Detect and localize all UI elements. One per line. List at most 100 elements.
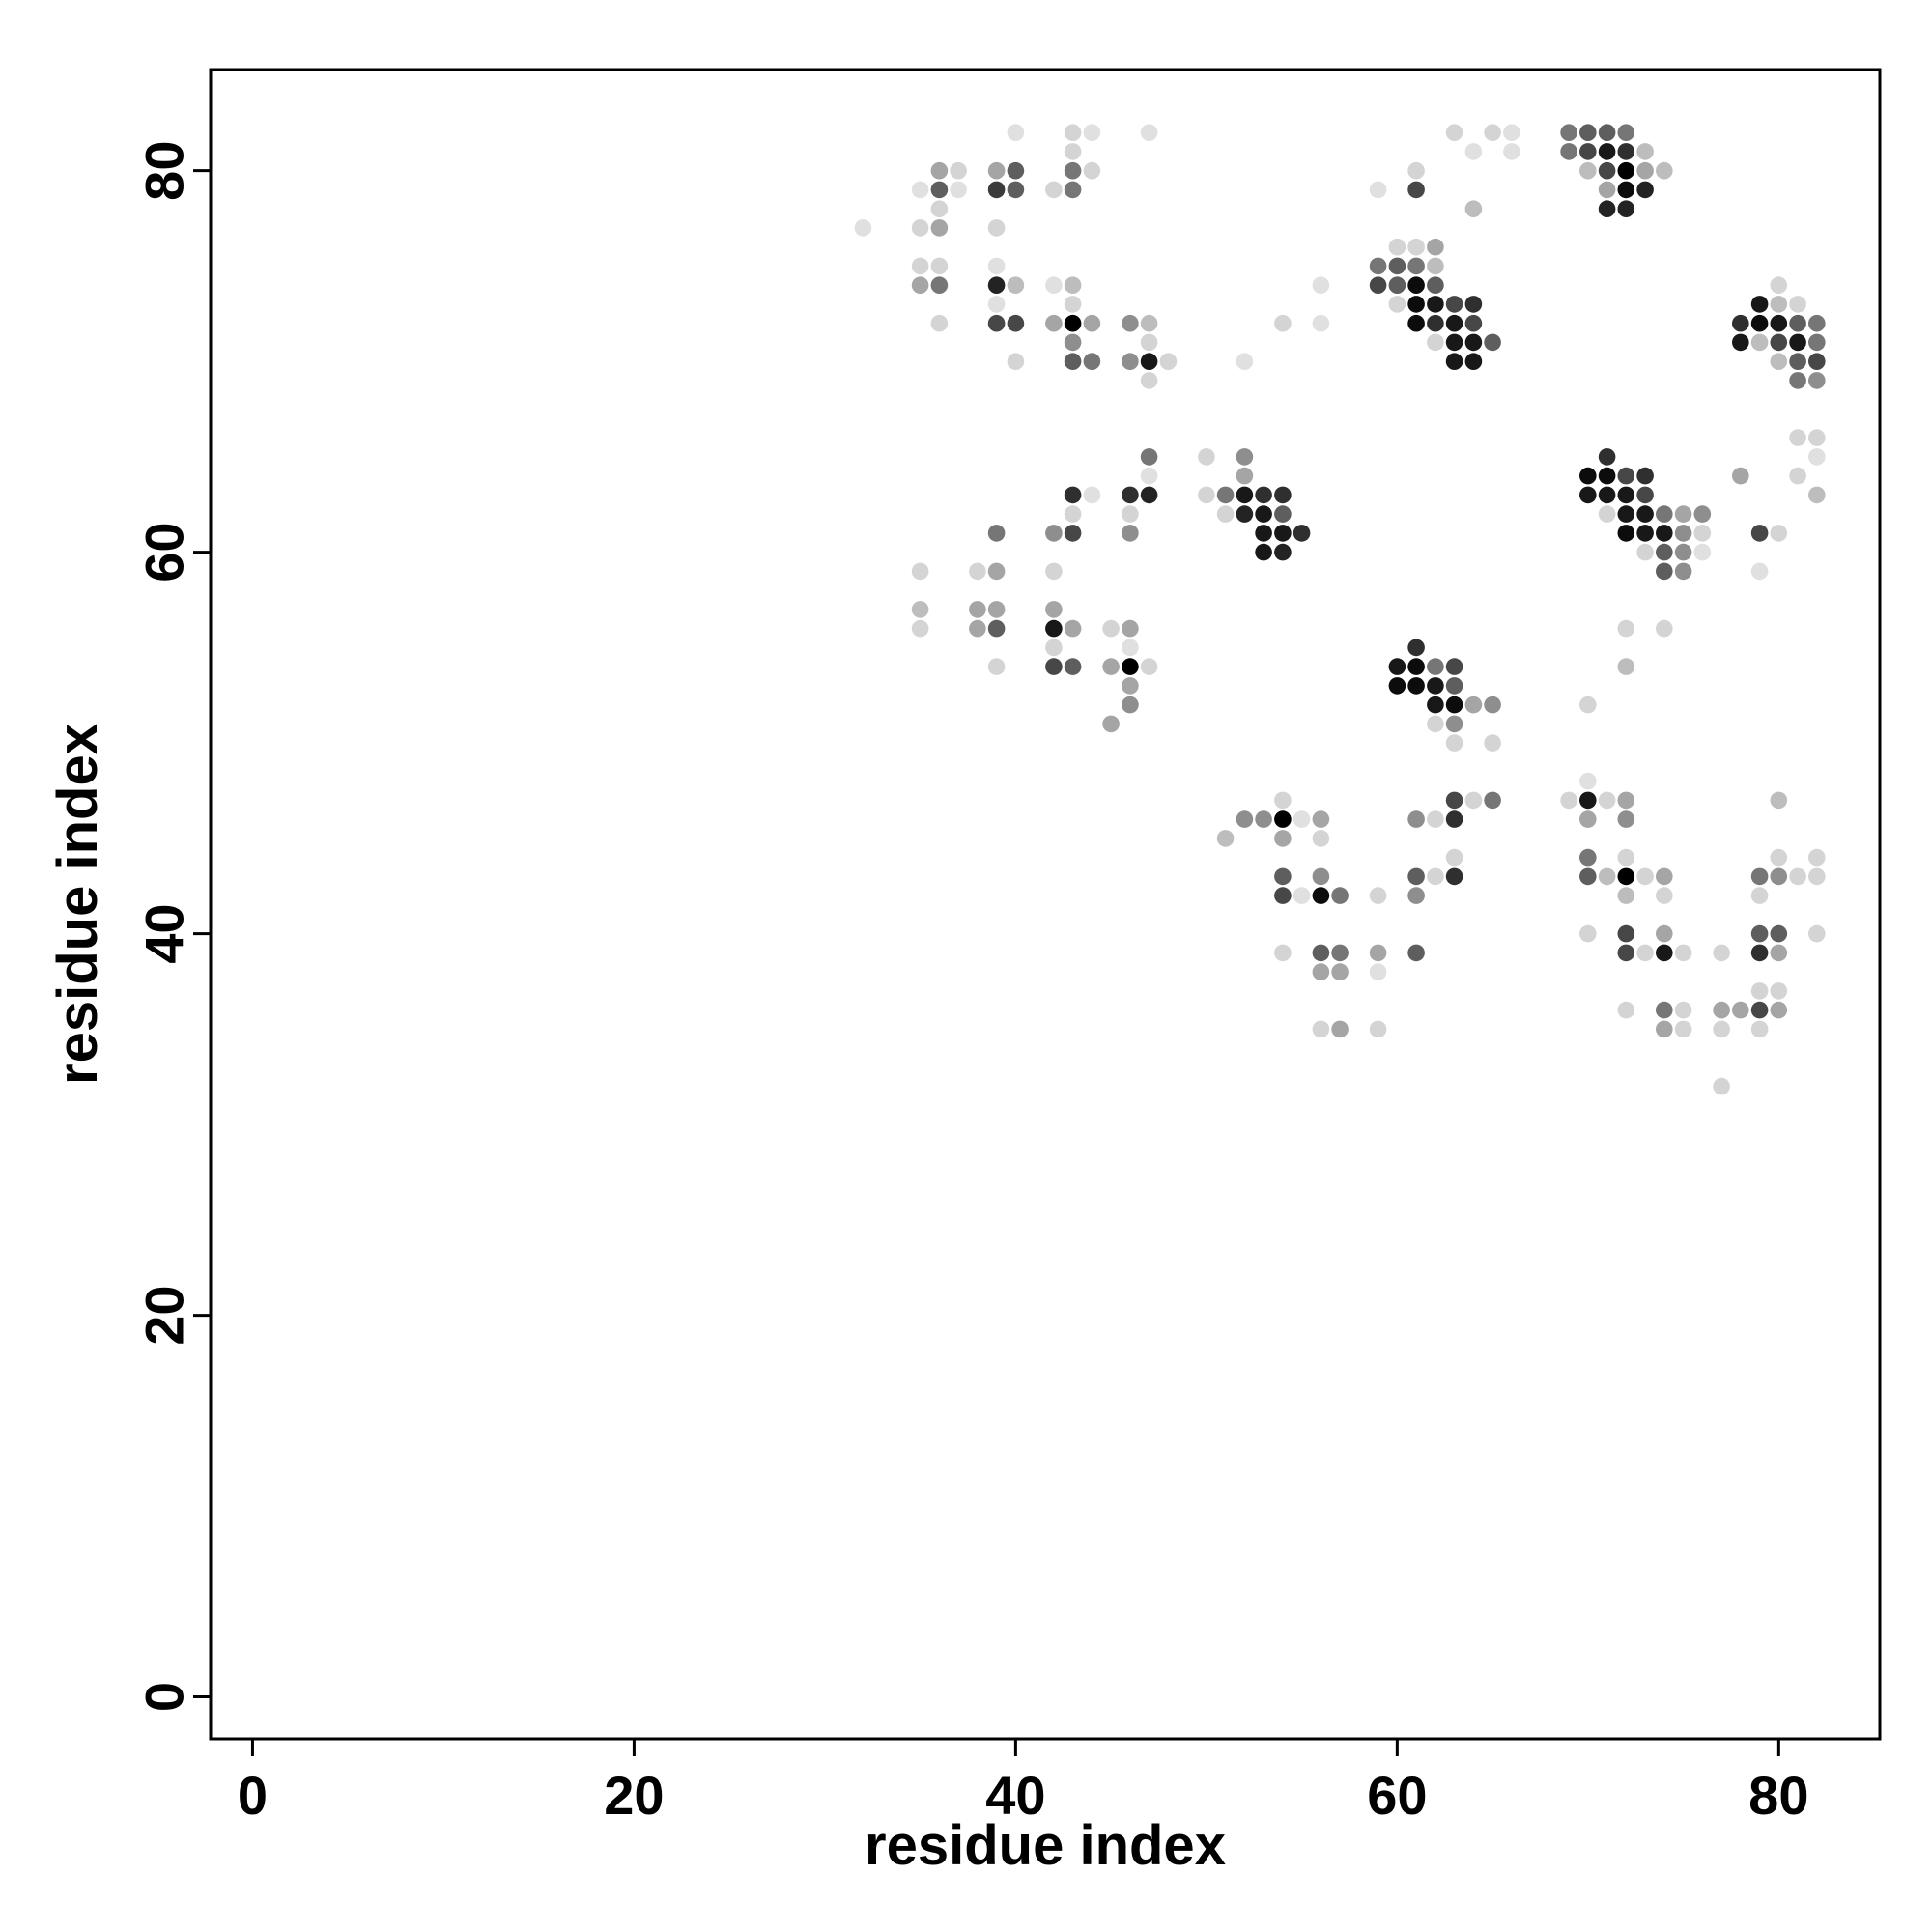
contact-point [1732,333,1749,352]
contact-point [1274,944,1292,962]
contact-point [987,658,1006,675]
contact-point [987,219,1006,237]
contact-point [1445,296,1463,313]
contact-point [1045,562,1063,581]
contact-point [1579,161,1597,180]
contact-point [1579,124,1597,141]
contact-point [1331,963,1349,980]
contact-point [1598,505,1616,523]
contact-point [1808,848,1826,867]
contact-point [1770,314,1788,332]
contact-point [1770,353,1788,371]
contact-point [1770,848,1788,867]
contact-point [1236,486,1254,504]
contact-point [1656,543,1673,561]
contact-point [1007,314,1025,332]
contact-point [911,601,929,618]
contact-point [1503,143,1520,160]
contact-point [1445,353,1463,371]
contact-point [1750,944,1769,962]
contact-point [930,257,949,275]
contact-point [1274,867,1292,886]
y-axis-label: residue index [46,724,109,1085]
contact-point [1464,333,1483,352]
contact-point [1122,696,1139,714]
contact-point [1045,619,1063,638]
contact-point [1369,257,1387,275]
contact-point [1407,887,1425,904]
contact-point [1236,353,1254,371]
contact-point [1083,161,1101,180]
contact-point [1331,887,1349,904]
x-tick-label: 80 [1748,1765,1808,1826]
contact-point [1255,505,1272,523]
contact-point [1579,867,1597,886]
contact-point [987,296,1006,313]
contact-point [1464,314,1483,332]
contact-point [1274,543,1292,561]
contact-point [911,619,929,638]
contact-point [1140,372,1158,389]
contact-point [1102,619,1120,638]
contact-point [911,181,929,199]
contact-point [1770,525,1788,542]
contact-point [1713,1020,1730,1038]
contact-point [1388,257,1406,275]
contact-point [1713,944,1730,962]
contact-point [1445,715,1463,733]
contact-point [1674,944,1692,962]
contact-point [1808,333,1826,352]
contact-point [1636,143,1654,160]
contact-point [1369,181,1387,199]
contact-point [1427,658,1444,675]
contact-point [1617,924,1635,943]
contact-point [1274,505,1292,523]
data-points [854,124,1826,1095]
contact-point [1808,314,1826,332]
contact-point [1122,353,1139,371]
contact-point [1045,639,1063,657]
contact-point [1064,333,1082,352]
contact-point [930,200,949,217]
contact-point [1750,924,1769,943]
contact-point [987,601,1006,618]
contact-point [1388,296,1406,313]
contact-point [1064,353,1082,371]
contact-point [911,562,929,581]
y-tick-label: 80 [134,141,195,201]
contact-point [1427,810,1444,828]
contact-point [1693,505,1712,523]
contact-point [1140,124,1158,141]
contact-point [1216,505,1235,523]
contact-point [1579,143,1597,160]
contact-point [1445,734,1463,752]
contact-point [1407,257,1425,275]
contact-point [854,219,872,237]
contact-point [1427,867,1444,886]
contact-point [969,619,986,638]
contact-point [987,257,1006,275]
contact-point [1484,696,1501,714]
contact-point [1407,276,1425,295]
contact-point [1064,143,1082,160]
contact-point [1255,525,1272,542]
contact-point [1445,696,1463,714]
contact-point [1122,619,1139,638]
contact-point [1064,486,1082,504]
contact-point [950,161,967,180]
contact-point [1598,200,1616,217]
contact-point [1331,1020,1349,1038]
contact-point [1407,639,1425,657]
contact-point [1083,124,1101,141]
contact-point [1198,448,1215,466]
contact-point [1312,963,1330,980]
contact-point [1274,791,1292,810]
contact-point [1427,696,1444,714]
contact-point [1045,181,1063,199]
contact-point [1140,486,1158,504]
contact-point [1216,486,1235,504]
contact-point [1122,677,1139,695]
contact-point [1579,848,1597,867]
contact-point [1598,143,1616,160]
contact-point [1369,887,1387,904]
